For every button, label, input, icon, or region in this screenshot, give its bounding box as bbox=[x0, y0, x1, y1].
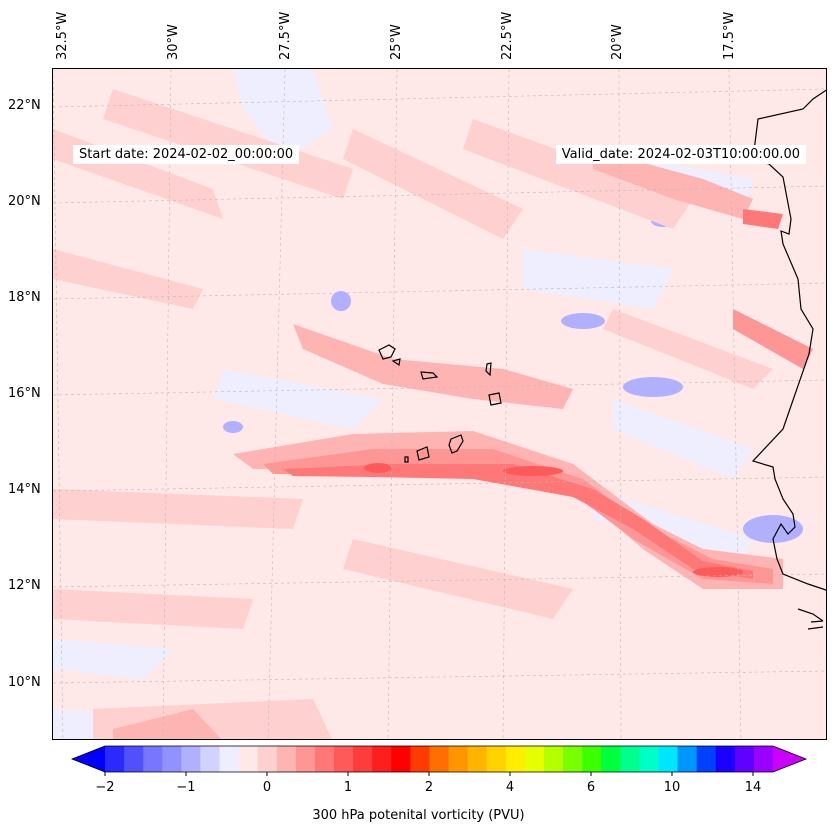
colorbar-segment bbox=[105, 746, 125, 772]
colorbar-segment bbox=[181, 746, 201, 772]
colorbar-tick-label: 2 bbox=[424, 780, 434, 795]
map-panel: Start date: 2024-02-02_00:00:00 Valid_da… bbox=[52, 68, 827, 740]
pv-max-3 bbox=[693, 567, 743, 577]
colorbar-segment bbox=[505, 746, 526, 772]
colorbar-segment bbox=[467, 746, 488, 772]
colorbar-segment bbox=[410, 746, 430, 772]
lon-label: 25°W bbox=[389, 24, 404, 60]
colorbar-tick-label: −2 bbox=[95, 780, 115, 795]
lat-label: 12°N bbox=[8, 578, 41, 593]
pv-band-south bbox=[113, 709, 222, 739]
colorbar-tick-label: 4 bbox=[505, 780, 515, 795]
pv-band-inner bbox=[283, 464, 753, 579]
colorbar-segment bbox=[219, 746, 240, 772]
colorbar-segment bbox=[543, 746, 564, 772]
lon-label: 17.5°W bbox=[722, 11, 737, 60]
gridlines bbox=[53, 69, 826, 739]
colorbar-segment bbox=[429, 746, 450, 772]
colorbar-segment bbox=[276, 746, 297, 772]
colorbar-segment bbox=[257, 746, 278, 772]
colorbar-segment bbox=[620, 746, 640, 772]
colorbar-segment bbox=[753, 746, 774, 772]
lat-label: 14°N bbox=[8, 482, 41, 497]
pv-band-outer bbox=[233, 431, 783, 589]
colorbar-extend-max bbox=[773, 746, 806, 772]
pv-band-north bbox=[293, 324, 573, 409]
colorbar-segment bbox=[734, 746, 755, 772]
pv-band-coast bbox=[733, 309, 813, 369]
colorbar bbox=[70, 745, 808, 776]
colorbar-tick-label: 0 bbox=[262, 780, 272, 795]
colorbar-segment bbox=[658, 746, 679, 772]
lat-label: 20°N bbox=[8, 194, 41, 209]
colorbar-tick-label: 14 bbox=[744, 780, 762, 795]
colorbar-tick-label: 1 bbox=[343, 780, 353, 795]
colorbar-segment bbox=[391, 746, 411, 772]
pv-spot-ne bbox=[743, 209, 783, 229]
colorbar-segment bbox=[295, 746, 316, 772]
colorbar-segment bbox=[677, 746, 698, 772]
colorbar-segment bbox=[524, 746, 545, 772]
colorbar-segment bbox=[143, 746, 163, 772]
valid-date-label: Valid_date: 2024-02-03T10:00:00.00 bbox=[555, 145, 806, 164]
colorbar-tick-label: −1 bbox=[176, 780, 196, 795]
lon-label: 20°W bbox=[610, 24, 625, 60]
pv-max-1 bbox=[364, 463, 392, 473]
colorbar-segment bbox=[563, 746, 583, 772]
colorbar-segment bbox=[715, 746, 736, 772]
colorbar-segment bbox=[601, 746, 621, 772]
colorbar-segment bbox=[200, 746, 221, 772]
lat-label: 18°N bbox=[8, 290, 41, 305]
colorbar-tick-label: 6 bbox=[586, 780, 596, 795]
colorbar-segment bbox=[238, 746, 259, 772]
pv-max-2 bbox=[503, 466, 563, 476]
lon-label: 22.5°W bbox=[500, 11, 515, 60]
pv-field bbox=[53, 69, 826, 739]
colorbar-segment bbox=[696, 746, 717, 772]
lon-label: 30°W bbox=[166, 24, 181, 60]
lat-label: 22°N bbox=[8, 98, 41, 113]
african-coastline bbox=[751, 89, 826, 630]
pv-band-ne bbox=[593, 149, 753, 219]
lon-label: 27.5°W bbox=[278, 11, 293, 60]
colorbar-tick-label: 10 bbox=[663, 780, 681, 795]
colorbar-label: 300 hPa potenital vorticity (PVU) bbox=[312, 808, 525, 823]
colorbar-segment bbox=[448, 746, 469, 772]
colorbar-segment bbox=[486, 746, 507, 772]
lat-label: 10°N bbox=[8, 675, 41, 690]
lat-label: 16°N bbox=[8, 386, 41, 401]
colorbar-extend-min bbox=[72, 746, 105, 772]
cape-verde-islands bbox=[378, 344, 502, 463]
colorbar-segment bbox=[162, 746, 182, 772]
colorbar-segment bbox=[124, 746, 144, 772]
colorbar-segment bbox=[582, 746, 602, 772]
colorbar-segment bbox=[372, 746, 392, 772]
colorbar-segment bbox=[353, 746, 373, 772]
colorbar-segment bbox=[334, 746, 354, 772]
lon-label: 32.5°W bbox=[55, 11, 70, 60]
start-date-label: Start date: 2024-02-02_00:00:00 bbox=[73, 145, 300, 164]
colorbar-segment bbox=[639, 746, 659, 772]
colorbar-segment bbox=[314, 746, 335, 772]
